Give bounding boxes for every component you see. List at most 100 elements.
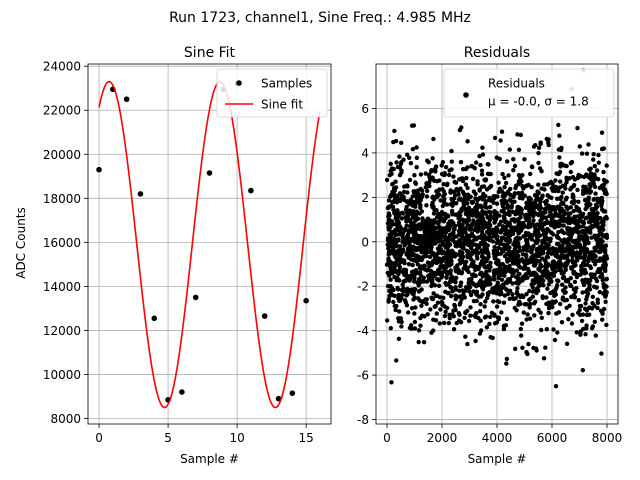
residual-point: [556, 241, 561, 247]
y-tick-label: -2: [357, 280, 369, 294]
y-tick-label: 6: [361, 102, 369, 116]
residual-point: [507, 147, 512, 152]
residual-point: [479, 233, 484, 238]
residual-point: [531, 214, 536, 219]
residual-point: [546, 310, 551, 316]
residual-point: [512, 192, 517, 197]
residual-point: [517, 277, 522, 282]
residual-point: [470, 176, 476, 182]
x-tick-label: 5: [164, 431, 172, 445]
residual-point: [466, 213, 471, 219]
residuals-title: Residuals: [464, 45, 530, 61]
residual-point: [500, 171, 505, 177]
residual-point: [594, 285, 599, 290]
residual-point: [521, 310, 526, 315]
residual-point: [504, 280, 510, 286]
residual-point: [516, 224, 521, 229]
residual-point: [479, 172, 485, 177]
residual-point: [581, 220, 586, 225]
residual-point: [574, 286, 579, 291]
residual-point: [603, 299, 608, 304]
residual-point: [477, 309, 483, 314]
residual-point: [446, 290, 451, 295]
residual-point: [393, 179, 398, 184]
residual-point: [427, 254, 433, 260]
residual-point: [414, 155, 420, 160]
residual-point: [450, 250, 456, 255]
residual-point: [591, 179, 596, 184]
residual-point: [490, 239, 495, 244]
residual-point: [554, 285, 559, 290]
residual-point: [459, 255, 464, 260]
residual-point: [423, 171, 428, 176]
residual-point: [442, 200, 447, 205]
residual-point: [599, 207, 605, 212]
residual-point: [575, 125, 580, 131]
residual-point: [554, 278, 560, 283]
residual-point: [448, 188, 453, 193]
residual-point: [540, 282, 545, 287]
residuals-panel: Residuals Sample # 0 2000 4000 6000 8000 -8 -6…: [357, 45, 622, 466]
residual-point: [519, 211, 524, 216]
residual-point: [584, 151, 590, 156]
residual-point: [410, 222, 415, 228]
residual-point: [518, 294, 523, 300]
residual-point: [508, 186, 513, 192]
residual-point: [433, 318, 439, 323]
residual-point: [562, 298, 567, 303]
residual-point: [494, 320, 500, 325]
residual-point: [576, 206, 582, 212]
residual-point: [433, 241, 438, 246]
residual-point: [511, 168, 516, 173]
residual-point: [461, 242, 466, 248]
residual-point: [552, 225, 557, 230]
residual-point: [477, 188, 482, 193]
residual-point: [474, 253, 480, 258]
residual-point: [545, 286, 550, 291]
residual-point: [436, 250, 442, 255]
residual-point: [528, 171, 533, 177]
residual-point: [482, 265, 488, 270]
residual-point: [540, 210, 546, 215]
residual-point: [427, 180, 432, 185]
residual-point: [567, 216, 572, 221]
residual-point: [530, 270, 535, 276]
residual-point: [505, 205, 510, 210]
residual-point: [400, 282, 405, 287]
residual-point: [466, 205, 472, 210]
residual-point: [457, 217, 463, 222]
residual-point: [393, 231, 398, 237]
residual-point: [451, 327, 457, 332]
residual-point: [457, 177, 462, 182]
residual-point: [407, 208, 413, 213]
residual-point: [554, 264, 560, 270]
residual-point: [540, 295, 545, 301]
residual-point: [487, 197, 492, 203]
residual-point: [542, 187, 547, 192]
residual-point: [410, 262, 415, 268]
residual-point: [478, 162, 483, 168]
residual-point: [546, 140, 551, 145]
residual-point: [422, 232, 427, 237]
residual-point: [417, 222, 422, 227]
residual-point: [405, 274, 410, 279]
residual-point: [406, 251, 412, 256]
residual-point: [560, 243, 565, 248]
residual-point: [412, 326, 418, 331]
residual-point: [437, 178, 442, 183]
residual-point: [532, 193, 538, 198]
residual-point: [576, 199, 581, 204]
residual-point: [589, 326, 595, 331]
residual-point: [556, 122, 561, 128]
residual-point: [581, 234, 587, 239]
residual-point: [433, 164, 439, 169]
residual-point: [454, 234, 459, 239]
residual-point: [548, 213, 553, 218]
residual-point: [497, 213, 502, 218]
residual-point: [458, 280, 464, 285]
residual-point: [554, 171, 559, 176]
residual-point: [503, 180, 509, 186]
residual-point: [570, 312, 575, 317]
residual-point: [447, 168, 452, 173]
residual-point: [473, 242, 479, 248]
